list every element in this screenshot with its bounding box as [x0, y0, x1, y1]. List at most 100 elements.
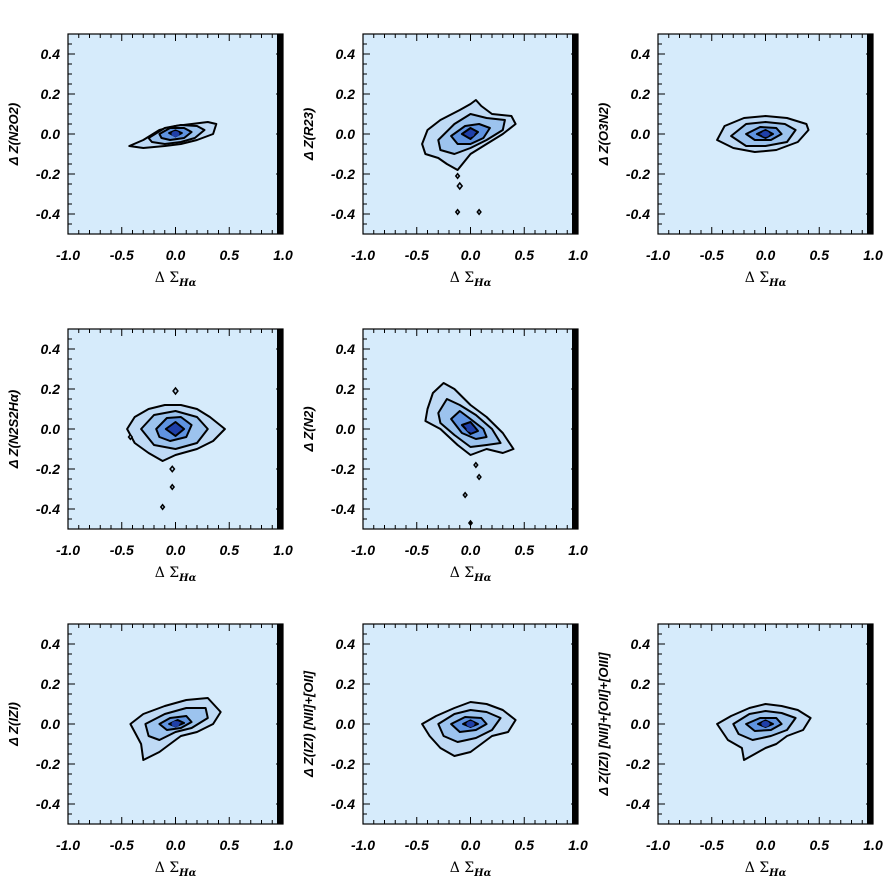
y-tick-label: -0.4	[626, 206, 650, 222]
x-axis-label: Δ ΣHα	[745, 860, 787, 879]
y-tick-label: 0.4	[41, 341, 61, 357]
y-tick-label: 0.2	[631, 86, 651, 102]
x-tick-label: 0.0	[756, 837, 776, 853]
y-tick-label: 0.2	[41, 86, 61, 102]
tick-marks	[67, 33, 284, 235]
y-tick-label: 0.0	[631, 716, 651, 732]
x-tick-label: 1.0	[273, 837, 293, 853]
x-tick-label: 0.5	[515, 247, 535, 263]
contour-island	[172, 386, 179, 396]
contour-island	[476, 208, 482, 216]
panel-izi: -1.0 -0.5 0.0 0.5 1.0 0.4 0.2 0.0 -0.2 -0.4 Δ ΣHα Δ…	[6, 623, 293, 879]
x-tick-label: 0.0	[756, 247, 776, 263]
y-tick-label: 0.2	[631, 676, 651, 692]
x-tick-label: -0.5	[700, 837, 724, 853]
x-tick-label: 1.0	[273, 542, 293, 558]
contour-island	[462, 491, 468, 499]
y-tick-label: -0.2	[36, 756, 60, 772]
y-tick-label: -0.4	[331, 796, 355, 812]
y-axis-label: Δ Z(IZI) [NII]+[OII]	[301, 670, 316, 778]
y-axis-label: Δ Z(N2)	[301, 406, 316, 452]
x-axis-label: Δ ΣHα	[450, 860, 492, 879]
contour-peak	[171, 721, 180, 727]
y-tick-label: -0.2	[331, 461, 355, 477]
y-tick-label: -0.4	[331, 206, 355, 222]
contour-peak	[466, 131, 475, 137]
x-tick-label: 1.0	[863, 837, 883, 853]
contour-island	[127, 433, 134, 441]
y-tick-label: -0.2	[36, 461, 60, 477]
x-tick-label: 0.5	[810, 837, 830, 853]
x-tick-label: 0.0	[166, 837, 186, 853]
y-tick-label: 0.0	[41, 421, 61, 437]
y-tick-label: 0.0	[336, 421, 356, 437]
y-tick-label: 0.0	[631, 126, 651, 142]
tick-marks	[362, 33, 579, 235]
y-tick-label: -0.2	[331, 756, 355, 772]
x-tick-label: 0.5	[220, 247, 240, 263]
x-tick-label: -1.0	[351, 247, 375, 263]
contour-peak	[466, 721, 475, 727]
tick-marks	[657, 623, 874, 825]
tick-marks	[362, 328, 579, 530]
contour-peak	[171, 131, 180, 137]
x-tick-label: 0.0	[461, 247, 481, 263]
panel-o3n2: -1.0 -0.5 0.0 0.5 1.0 0.4 0.2 0.0 -0.2 -0.4 Δ ΣHα Δ…	[596, 33, 883, 289]
x-tick-label: 0.5	[220, 837, 240, 853]
contour-peak	[761, 721, 770, 727]
x-axis-label: Δ ΣHα	[155, 860, 197, 879]
contour-island	[454, 208, 461, 216]
x-tick-label: 0.5	[810, 247, 830, 263]
y-tick-label: 0.0	[336, 716, 356, 732]
x-tick-label: -1.0	[351, 542, 375, 558]
x-tick-label: 0.0	[166, 247, 186, 263]
panel-n2o2: -1.0 -0.5 0.0 0.5 1.0 0.4 0.2 0.0 -0.2 -0.4 Δ ΣHα Δ…	[6, 33, 293, 289]
y-tick-label: -0.4	[331, 501, 355, 517]
x-tick-label: -0.5	[405, 542, 429, 558]
tick-marks	[67, 623, 284, 825]
y-tick-label: 0.4	[336, 341, 356, 357]
contour-island	[473, 461, 479, 469]
x-tick-label: -0.5	[110, 542, 134, 558]
x-tick-label: -1.0	[646, 247, 670, 263]
y-tick-label: 0.4	[336, 46, 356, 62]
x-tick-label: 0.5	[515, 542, 535, 558]
x-tick-label: 1.0	[273, 247, 293, 263]
y-tick-label: 0.2	[336, 86, 356, 102]
contour-island	[159, 503, 166, 511]
contour-island	[169, 483, 176, 491]
y-axis-label: Δ Z(IZI) [NII]+[OII]+[OIII]	[596, 652, 611, 797]
y-axis-label: Δ Z(N2O2)	[6, 103, 21, 166]
x-axis-label: Δ ΣHα	[450, 270, 492, 289]
y-tick-label: 0.2	[41, 381, 61, 397]
x-tick-label: -1.0	[646, 837, 670, 853]
y-tick-label: 0.0	[336, 126, 356, 142]
panel-r23: -1.0 -0.5 0.0 0.5 1.0 0.4 0.2 0.0 -0.2 -0.4 Δ ΣHα Δ…	[301, 33, 588, 289]
x-tick-label: 1.0	[568, 247, 588, 263]
contour-peak	[466, 426, 475, 432]
x-tick-label: -0.5	[700, 247, 724, 263]
x-tick-label: 1.0	[568, 542, 588, 558]
x-axis-label: Δ ΣHα	[450, 565, 492, 584]
x-tick-label: -1.0	[56, 247, 80, 263]
contour-island	[476, 473, 482, 481]
y-tick-label: 0.0	[41, 716, 61, 732]
x-tick-label: 0.5	[220, 542, 240, 558]
panel-n2: -1.0 -0.5 0.0 0.5 1.0 0.4 0.2 0.0 -0.2 -0.4 Δ ΣHα Δ…	[301, 328, 588, 584]
y-axis-label: Δ Z(R23)	[301, 108, 316, 161]
x-axis-label: Δ ΣHα	[155, 565, 197, 584]
x-tick-label: 0.0	[461, 542, 481, 558]
x-tick-label: -1.0	[56, 542, 80, 558]
y-tick-label: 0.4	[631, 46, 651, 62]
x-tick-label: -0.5	[110, 837, 134, 853]
y-tick-label: -0.2	[36, 166, 60, 182]
y-tick-label: 0.4	[631, 636, 651, 652]
x-tick-label: -0.5	[405, 247, 429, 263]
x-tick-label: -0.5	[405, 837, 429, 853]
x-axis-label: Δ ΣHα	[155, 270, 197, 289]
contour-island	[454, 172, 461, 180]
y-tick-label: -0.2	[626, 166, 650, 182]
y-tick-label: 0.0	[41, 126, 61, 142]
contour-island	[169, 465, 176, 473]
